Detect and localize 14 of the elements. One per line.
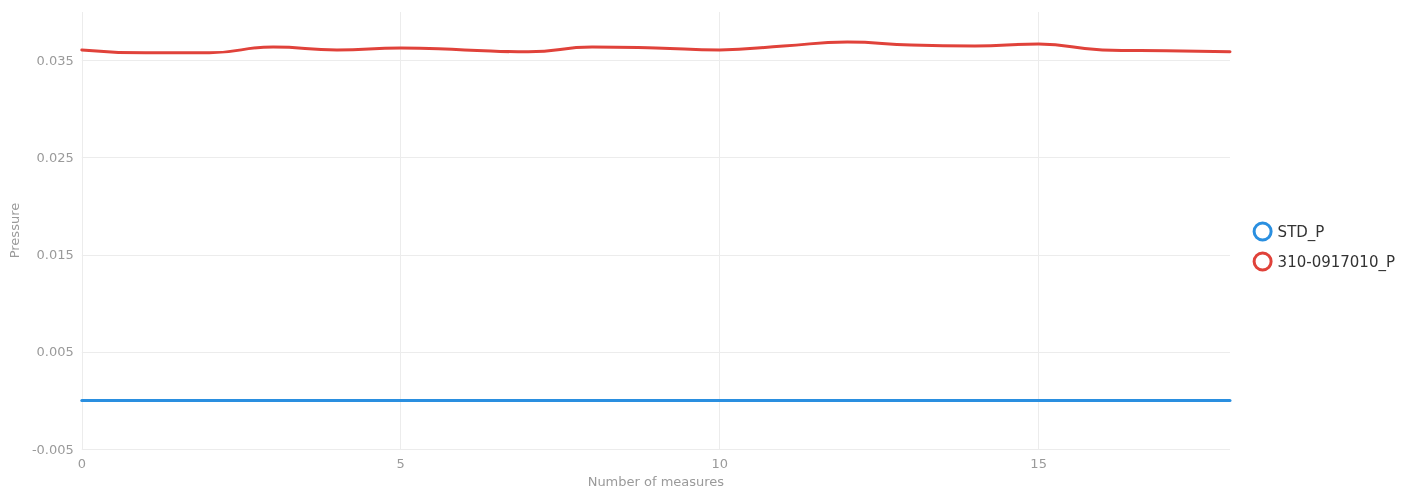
- y-tick-label: 0.035: [36, 53, 74, 69]
- y-tick-label: 0.015: [36, 247, 74, 263]
- y-tick-label: 0.025: [36, 150, 74, 166]
- x-tick-label: 15: [1030, 456, 1047, 472]
- y-tick-label: 0.005: [36, 344, 74, 360]
- legend-label: 310-0917010_P: [1277, 252, 1396, 272]
- x-axis-title: Number of measures: [587, 474, 725, 489]
- x-tick-label: 0: [77, 456, 86, 472]
- y-tick-label: -0.005: [31, 441, 74, 457]
- x-tick-label: 10: [711, 456, 728, 472]
- y-axis-title: Pressure: [7, 202, 22, 259]
- line-series: [80, 40, 1232, 55]
- legend-label: STD_P: [1277, 222, 1325, 242]
- x-tick-label: 5: [396, 456, 405, 472]
